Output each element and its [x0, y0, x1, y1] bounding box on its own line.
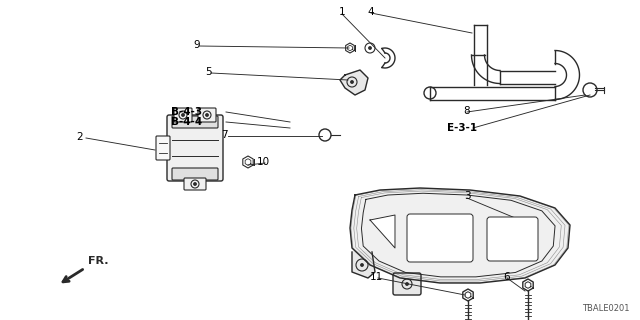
- FancyBboxPatch shape: [487, 217, 538, 261]
- Text: TBALE0201: TBALE0201: [582, 304, 630, 313]
- FancyBboxPatch shape: [393, 273, 421, 295]
- Text: 9: 9: [194, 40, 200, 50]
- Polygon shape: [340, 70, 368, 95]
- Circle shape: [361, 264, 364, 266]
- Text: 11: 11: [369, 272, 383, 282]
- FancyBboxPatch shape: [174, 108, 192, 122]
- FancyBboxPatch shape: [407, 214, 473, 262]
- FancyBboxPatch shape: [184, 178, 206, 190]
- FancyBboxPatch shape: [198, 108, 216, 122]
- Polygon shape: [370, 215, 395, 248]
- Circle shape: [194, 183, 196, 185]
- Text: B-4-4: B-4-4: [172, 117, 203, 127]
- Circle shape: [182, 114, 184, 116]
- Text: B-4-3: B-4-3: [172, 107, 203, 117]
- Circle shape: [369, 47, 371, 49]
- Text: 5: 5: [205, 67, 211, 77]
- Text: 7: 7: [221, 130, 227, 140]
- Polygon shape: [352, 252, 375, 278]
- FancyBboxPatch shape: [156, 136, 170, 160]
- Circle shape: [351, 81, 353, 83]
- Text: 2: 2: [77, 132, 83, 142]
- Circle shape: [406, 283, 408, 285]
- Text: 10: 10: [257, 157, 269, 167]
- FancyBboxPatch shape: [167, 115, 223, 181]
- Text: E-3-1: E-3-1: [447, 123, 477, 133]
- Text: FR.: FR.: [88, 256, 109, 266]
- FancyBboxPatch shape: [172, 116, 218, 128]
- Text: 1: 1: [339, 7, 346, 17]
- Polygon shape: [350, 188, 570, 283]
- FancyBboxPatch shape: [172, 168, 218, 180]
- Circle shape: [206, 114, 208, 116]
- Text: 4: 4: [368, 7, 374, 17]
- Text: 8: 8: [464, 106, 470, 116]
- Text: 6: 6: [504, 272, 510, 282]
- Text: 3: 3: [464, 191, 470, 201]
